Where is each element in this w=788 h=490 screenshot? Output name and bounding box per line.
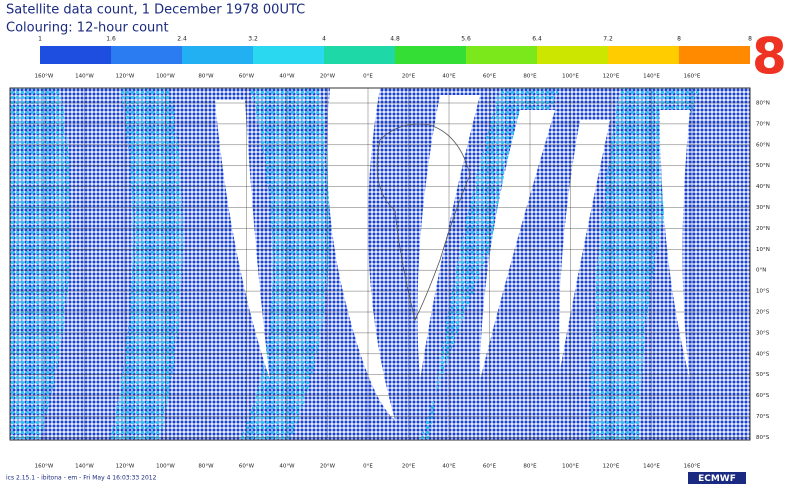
lat-label: 30°N <box>756 205 770 211</box>
colorbar-segment <box>324 46 395 64</box>
lat-label: 80°S <box>756 435 770 441</box>
lon-label-bottom: 140°W <box>75 464 94 470</box>
map <box>9 87 751 441</box>
coastline <box>376 123 471 322</box>
lon-label-top: 80°E <box>523 74 537 80</box>
colorbar-segment <box>537 46 608 64</box>
lon-label-bottom: 40°E <box>442 464 456 470</box>
lon-label-top: 20°E <box>402 74 416 80</box>
lon-label-top: 120°E <box>603 74 620 80</box>
colorbar-segment <box>608 46 679 64</box>
colorbar-segment <box>395 46 466 64</box>
lon-label-top: 140°W <box>75 74 94 80</box>
lon-label-bottom: 140°E <box>643 464 660 470</box>
colorbar-label: 8 <box>748 36 752 43</box>
lat-label: 60°S <box>756 393 770 399</box>
map-frame <box>9 87 751 441</box>
colorbar-label: 1 <box>38 36 42 43</box>
badge: 8 <box>752 28 787 86</box>
lat-label: 70°S <box>756 414 770 420</box>
subtitle: Colouring: 12-hour count <box>6 21 169 36</box>
cyan-swaths <box>10 88 700 440</box>
lat-label: 10°S <box>756 289 770 295</box>
lat-label: 10°N <box>756 247 770 253</box>
lat-label: 50°S <box>756 372 770 378</box>
lon-label-top: 140°E <box>643 74 660 80</box>
lon-label-bottom: 40°W <box>279 464 295 470</box>
colorbar-label: 7.2 <box>603 36 613 43</box>
logo-box <box>688 472 746 484</box>
lon-label-top: 60°W <box>239 74 255 80</box>
footer-info: ics 2.15.1 - ibitona - em - Fri May 4 16… <box>6 475 157 482</box>
lon-label-top: 120°W <box>116 74 135 80</box>
lat-label: 40°N <box>756 184 770 190</box>
lon-label-top: 40°E <box>442 74 456 80</box>
lon-label-bottom: 60°W <box>239 464 255 470</box>
colorbar-label: 6.4 <box>532 36 542 43</box>
lon-label-bottom: 80°W <box>198 464 214 470</box>
lon-label-bottom: 160°W <box>35 464 54 470</box>
lat-label: 40°S <box>756 351 770 357</box>
lon-label-top: 100°W <box>156 74 175 80</box>
lon-label-bottom: 20°E <box>402 464 416 470</box>
lon-label-top: 60°E <box>483 74 497 80</box>
lon-label-bottom: 160°E <box>684 464 701 470</box>
colorbar-segment <box>182 46 253 64</box>
colorbar-segment <box>40 46 111 64</box>
lon-label-top: 100°E <box>562 74 579 80</box>
colorbar-segment <box>111 46 182 64</box>
colorbar-segment <box>679 46 750 64</box>
colorbar-label: 3.2 <box>248 36 258 43</box>
colorbar-label: 1.6 <box>106 36 116 43</box>
colorbar-segment <box>466 46 537 64</box>
logo: ECMWF <box>698 474 736 484</box>
lon-label-top: 160°E <box>684 74 701 80</box>
colorbar-label: 4.8 <box>390 36 400 43</box>
lat-label: 0°N <box>756 268 766 274</box>
lon-label-bottom: 60°E <box>483 464 497 470</box>
lat-label: 20°S <box>756 310 770 316</box>
lon-label-bottom: 20°W <box>320 464 336 470</box>
colorbar-label: 2.4 <box>177 36 187 43</box>
colorbar-segment <box>253 46 324 64</box>
lon-label-bottom: 100°W <box>156 464 175 470</box>
lon-label-top: 40°W <box>279 74 295 80</box>
lon-label-bottom: 0°E <box>363 464 373 470</box>
lat-label: 70°N <box>756 121 770 127</box>
swath-gaps <box>215 88 690 420</box>
lon-label-bottom: 80°E <box>523 464 537 470</box>
lon-label-top: 80°W <box>198 74 214 80</box>
lon-label-bottom: 100°E <box>562 464 579 470</box>
colorbar-label: 8 <box>677 36 681 43</box>
lon-label-top: 160°W <box>35 74 54 80</box>
lon-label-bottom: 120°E <box>603 464 620 470</box>
lon-label-top: 0°E <box>363 74 373 80</box>
colorbar-label: 4 <box>322 36 326 43</box>
lon-label-top: 20°W <box>320 74 336 80</box>
lon-label-bottom: 120°W <box>116 464 135 470</box>
lat-label: 20°N <box>756 226 770 232</box>
lat-label: 80°N <box>756 101 770 107</box>
title: Satellite data count, 1 December 1978 00… <box>6 3 305 18</box>
lat-label: 60°N <box>756 142 770 148</box>
lat-label: 30°S <box>756 330 770 336</box>
colorbar-label: 5.6 <box>461 36 471 43</box>
lat-label: 50°N <box>756 163 770 169</box>
